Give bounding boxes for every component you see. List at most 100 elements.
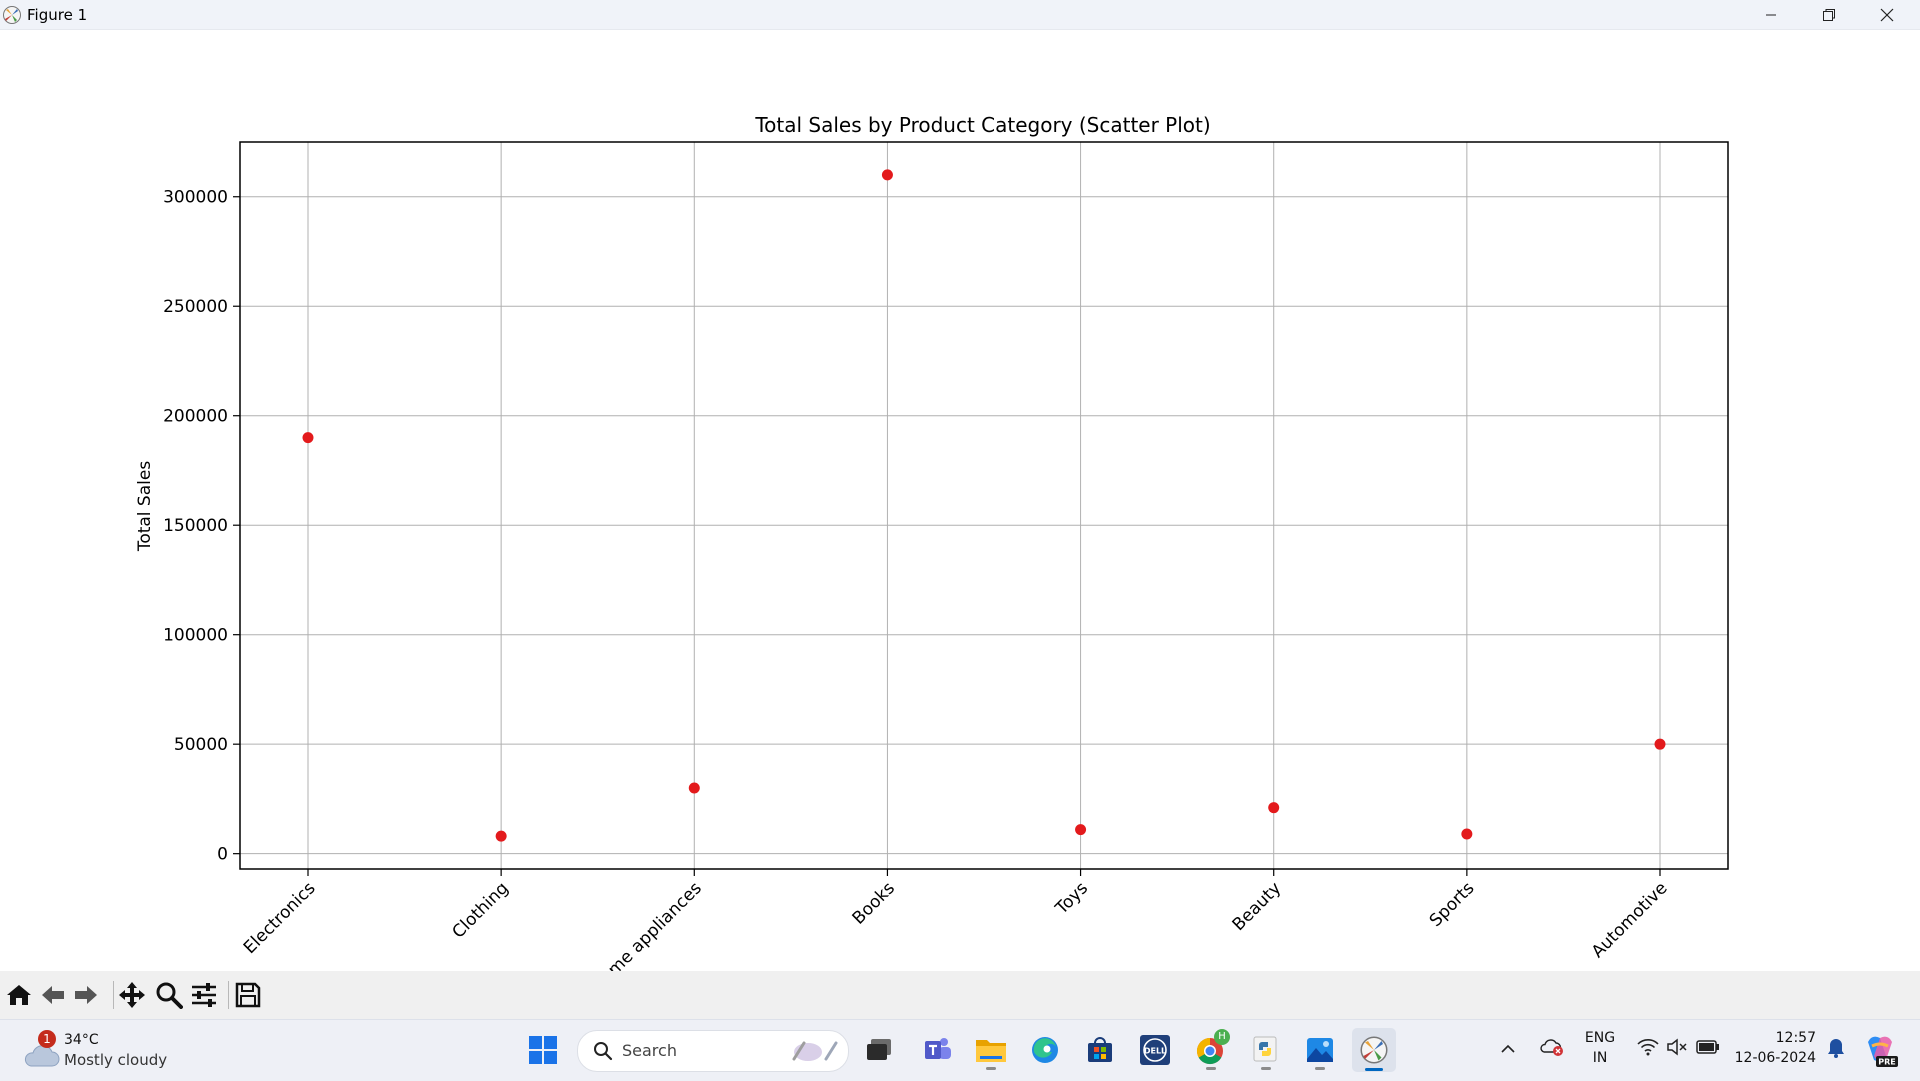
teams-icon bbox=[925, 1038, 951, 1059]
y-tick-label: 0 bbox=[217, 845, 228, 865]
home-button[interactable] bbox=[3, 979, 35, 1011]
toolbar-separator bbox=[113, 981, 114, 1009]
scatter-point bbox=[881, 169, 893, 181]
x-tick-label: Toys bbox=[1051, 878, 1092, 919]
weather-temperature: 34°C bbox=[64, 1032, 99, 1048]
badge-count: 1 bbox=[43, 1032, 51, 1046]
scatter-point bbox=[1268, 802, 1280, 814]
copilot-button[interactable]: PRE bbox=[1862, 1032, 1898, 1072]
x-tick-label: Home appliances bbox=[588, 878, 706, 971]
configure-subplots-button[interactable] bbox=[188, 979, 220, 1011]
notification-badge: 1 bbox=[38, 1030, 56, 1048]
search-placeholder: Search bbox=[622, 1041, 677, 1060]
figure-canvas[interactable]: Total Sales by Product Category (Scatter… bbox=[0, 30, 1920, 971]
speaker-muted-icon bbox=[1667, 1038, 1687, 1056]
window-title: Figure 1 bbox=[27, 6, 88, 24]
matplotlib-logo-icon bbox=[3, 6, 21, 24]
save-button[interactable] bbox=[232, 979, 264, 1011]
scatter-point bbox=[1461, 828, 1473, 840]
plot-area-frame bbox=[239, 141, 1729, 870]
taskbar-search[interactable]: Search bbox=[577, 1030, 849, 1072]
scatter-point bbox=[302, 432, 314, 444]
x-tick-label: Clothing bbox=[449, 878, 513, 942]
microsoft-store-button[interactable] bbox=[1078, 1028, 1122, 1072]
folder-icon bbox=[976, 1040, 1006, 1062]
wifi-icon bbox=[1637, 1039, 1659, 1056]
clock-time: 12:57 bbox=[1775, 1030, 1816, 1046]
onedrive-status[interactable] bbox=[1540, 1037, 1564, 1061]
back-button[interactable] bbox=[37, 979, 69, 1011]
volume-button[interactable] bbox=[1666, 1038, 1688, 1060]
y-tick-label: 200000 bbox=[163, 407, 228, 427]
dell-app-button[interactable]: DELL bbox=[1133, 1028, 1177, 1072]
task-view-button[interactable] bbox=[857, 1028, 901, 1072]
matplotlib-figure-button[interactable] bbox=[1352, 1028, 1396, 1072]
pan-button[interactable] bbox=[116, 979, 148, 1011]
restore-icon bbox=[1823, 8, 1835, 21]
x-tick-label: Sports bbox=[1426, 878, 1479, 931]
profile-initial: H bbox=[1218, 1031, 1226, 1042]
search-highlight-icon bbox=[792, 1041, 838, 1061]
dell-logo-icon: DELL bbox=[1140, 1035, 1170, 1065]
language-code: ENG bbox=[1584, 1030, 1616, 1046]
python-icon bbox=[1253, 1036, 1277, 1062]
dell-label: DELL bbox=[1144, 1047, 1166, 1056]
y-tick-label: 300000 bbox=[163, 188, 228, 208]
floppy-icon bbox=[235, 982, 261, 1008]
photos-button[interactable] bbox=[1298, 1028, 1342, 1072]
edge-icon bbox=[1032, 1037, 1058, 1063]
file-explorer-button[interactable] bbox=[969, 1028, 1013, 1072]
restore-button[interactable] bbox=[1800, 0, 1858, 29]
weather-widget[interactable]: 1 34°C Mostly cloudy bbox=[14, 1024, 174, 1076]
clock-date: 12-06-2024 bbox=[1734, 1050, 1816, 1066]
window-titlebar: Figure 1 bbox=[0, 0, 1920, 30]
y-axis-label: Total Sales bbox=[135, 461, 155, 552]
python-button[interactable] bbox=[1244, 1028, 1288, 1072]
active-indicator bbox=[1365, 1068, 1383, 1071]
battery-button[interactable] bbox=[1696, 1039, 1720, 1059]
y-tick-label: 150000 bbox=[163, 516, 228, 536]
y-tick-label: 100000 bbox=[163, 626, 228, 646]
notifications-button[interactable] bbox=[1826, 1037, 1846, 1063]
start-button[interactable] bbox=[521, 1028, 565, 1072]
x-tick-label: Beauty bbox=[1229, 878, 1286, 935]
edge-button[interactable] bbox=[1023, 1028, 1067, 1072]
scatter-point bbox=[1654, 738, 1666, 750]
magnifier-icon bbox=[156, 982, 183, 1009]
arrow-left-icon bbox=[42, 986, 64, 1004]
store-icon bbox=[1088, 1037, 1112, 1062]
running-indicator bbox=[1206, 1067, 1216, 1070]
clock[interactable]: 12:57 12-06-2024 bbox=[1732, 1030, 1824, 1070]
grid-lines bbox=[240, 142, 1728, 869]
copilot-label: PRE bbox=[1878, 1058, 1896, 1067]
data-points bbox=[302, 169, 1666, 842]
minimize-button[interactable] bbox=[1742, 0, 1800, 29]
scatter-point bbox=[1075, 824, 1087, 836]
show-hidden-icons-button[interactable] bbox=[1500, 1040, 1516, 1059]
teams-button[interactable] bbox=[915, 1028, 959, 1072]
windows-logo-icon bbox=[529, 1036, 557, 1064]
scatter-chart: Total Sales by Product Category (Scatter… bbox=[135, 113, 1729, 971]
language-indicator[interactable]: ENG IN bbox=[1580, 1030, 1620, 1070]
region-code: IN bbox=[1592, 1050, 1608, 1066]
y-tick-label: 50000 bbox=[174, 735, 228, 755]
forward-button[interactable] bbox=[70, 979, 102, 1011]
close-button[interactable] bbox=[1858, 0, 1916, 29]
chart-title: Total Sales by Product Category (Scatter… bbox=[754, 113, 1210, 137]
network-button[interactable] bbox=[1637, 1038, 1659, 1060]
arrow-right-icon bbox=[75, 986, 97, 1004]
search-icon bbox=[594, 1042, 613, 1061]
task-view-icon bbox=[867, 1039, 891, 1060]
sliders-icon bbox=[192, 983, 216, 1007]
bell-icon bbox=[1828, 1039, 1844, 1058]
chrome-icon bbox=[1196, 1037, 1223, 1065]
profile-badge: H bbox=[1214, 1029, 1230, 1045]
toolbar-separator bbox=[228, 981, 229, 1009]
chrome-button[interactable]: H bbox=[1189, 1028, 1233, 1072]
zoom-button[interactable] bbox=[153, 979, 185, 1011]
battery-icon bbox=[1696, 1040, 1719, 1054]
weather-description: Mostly cloudy bbox=[64, 1051, 168, 1069]
close-icon bbox=[1880, 8, 1894, 21]
navigation-toolbar bbox=[0, 971, 1920, 1019]
taskbar: 1 34°C Mostly cloudy Search bbox=[0, 1019, 1920, 1081]
